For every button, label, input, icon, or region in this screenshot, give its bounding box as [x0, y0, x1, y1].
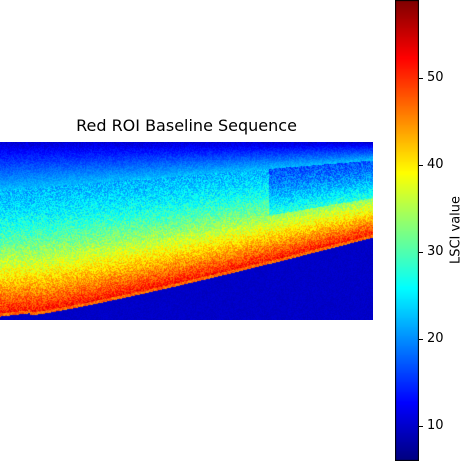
colorbar-tick-label: 50 — [427, 70, 444, 86]
colorbar-tick-mark — [419, 165, 423, 167]
chart-title: Red ROI Baseline Sequence — [76, 116, 297, 135]
colorbar — [395, 0, 419, 461]
colorbar-tick-label: 30 — [427, 244, 444, 260]
heatmap-image — [0, 142, 373, 320]
colorbar-tick-mark — [419, 339, 423, 341]
colorbar-tick-mark — [419, 78, 423, 80]
colorbar-tick-label: 20 — [427, 331, 444, 347]
colorbar-tick-label: 10 — [427, 418, 444, 434]
colorbar-tick-label: 40 — [427, 157, 444, 173]
colorbar-label: LSCI value — [448, 195, 464, 265]
colorbar-tick-mark — [419, 252, 423, 254]
colorbar-tick-mark — [419, 426, 423, 428]
